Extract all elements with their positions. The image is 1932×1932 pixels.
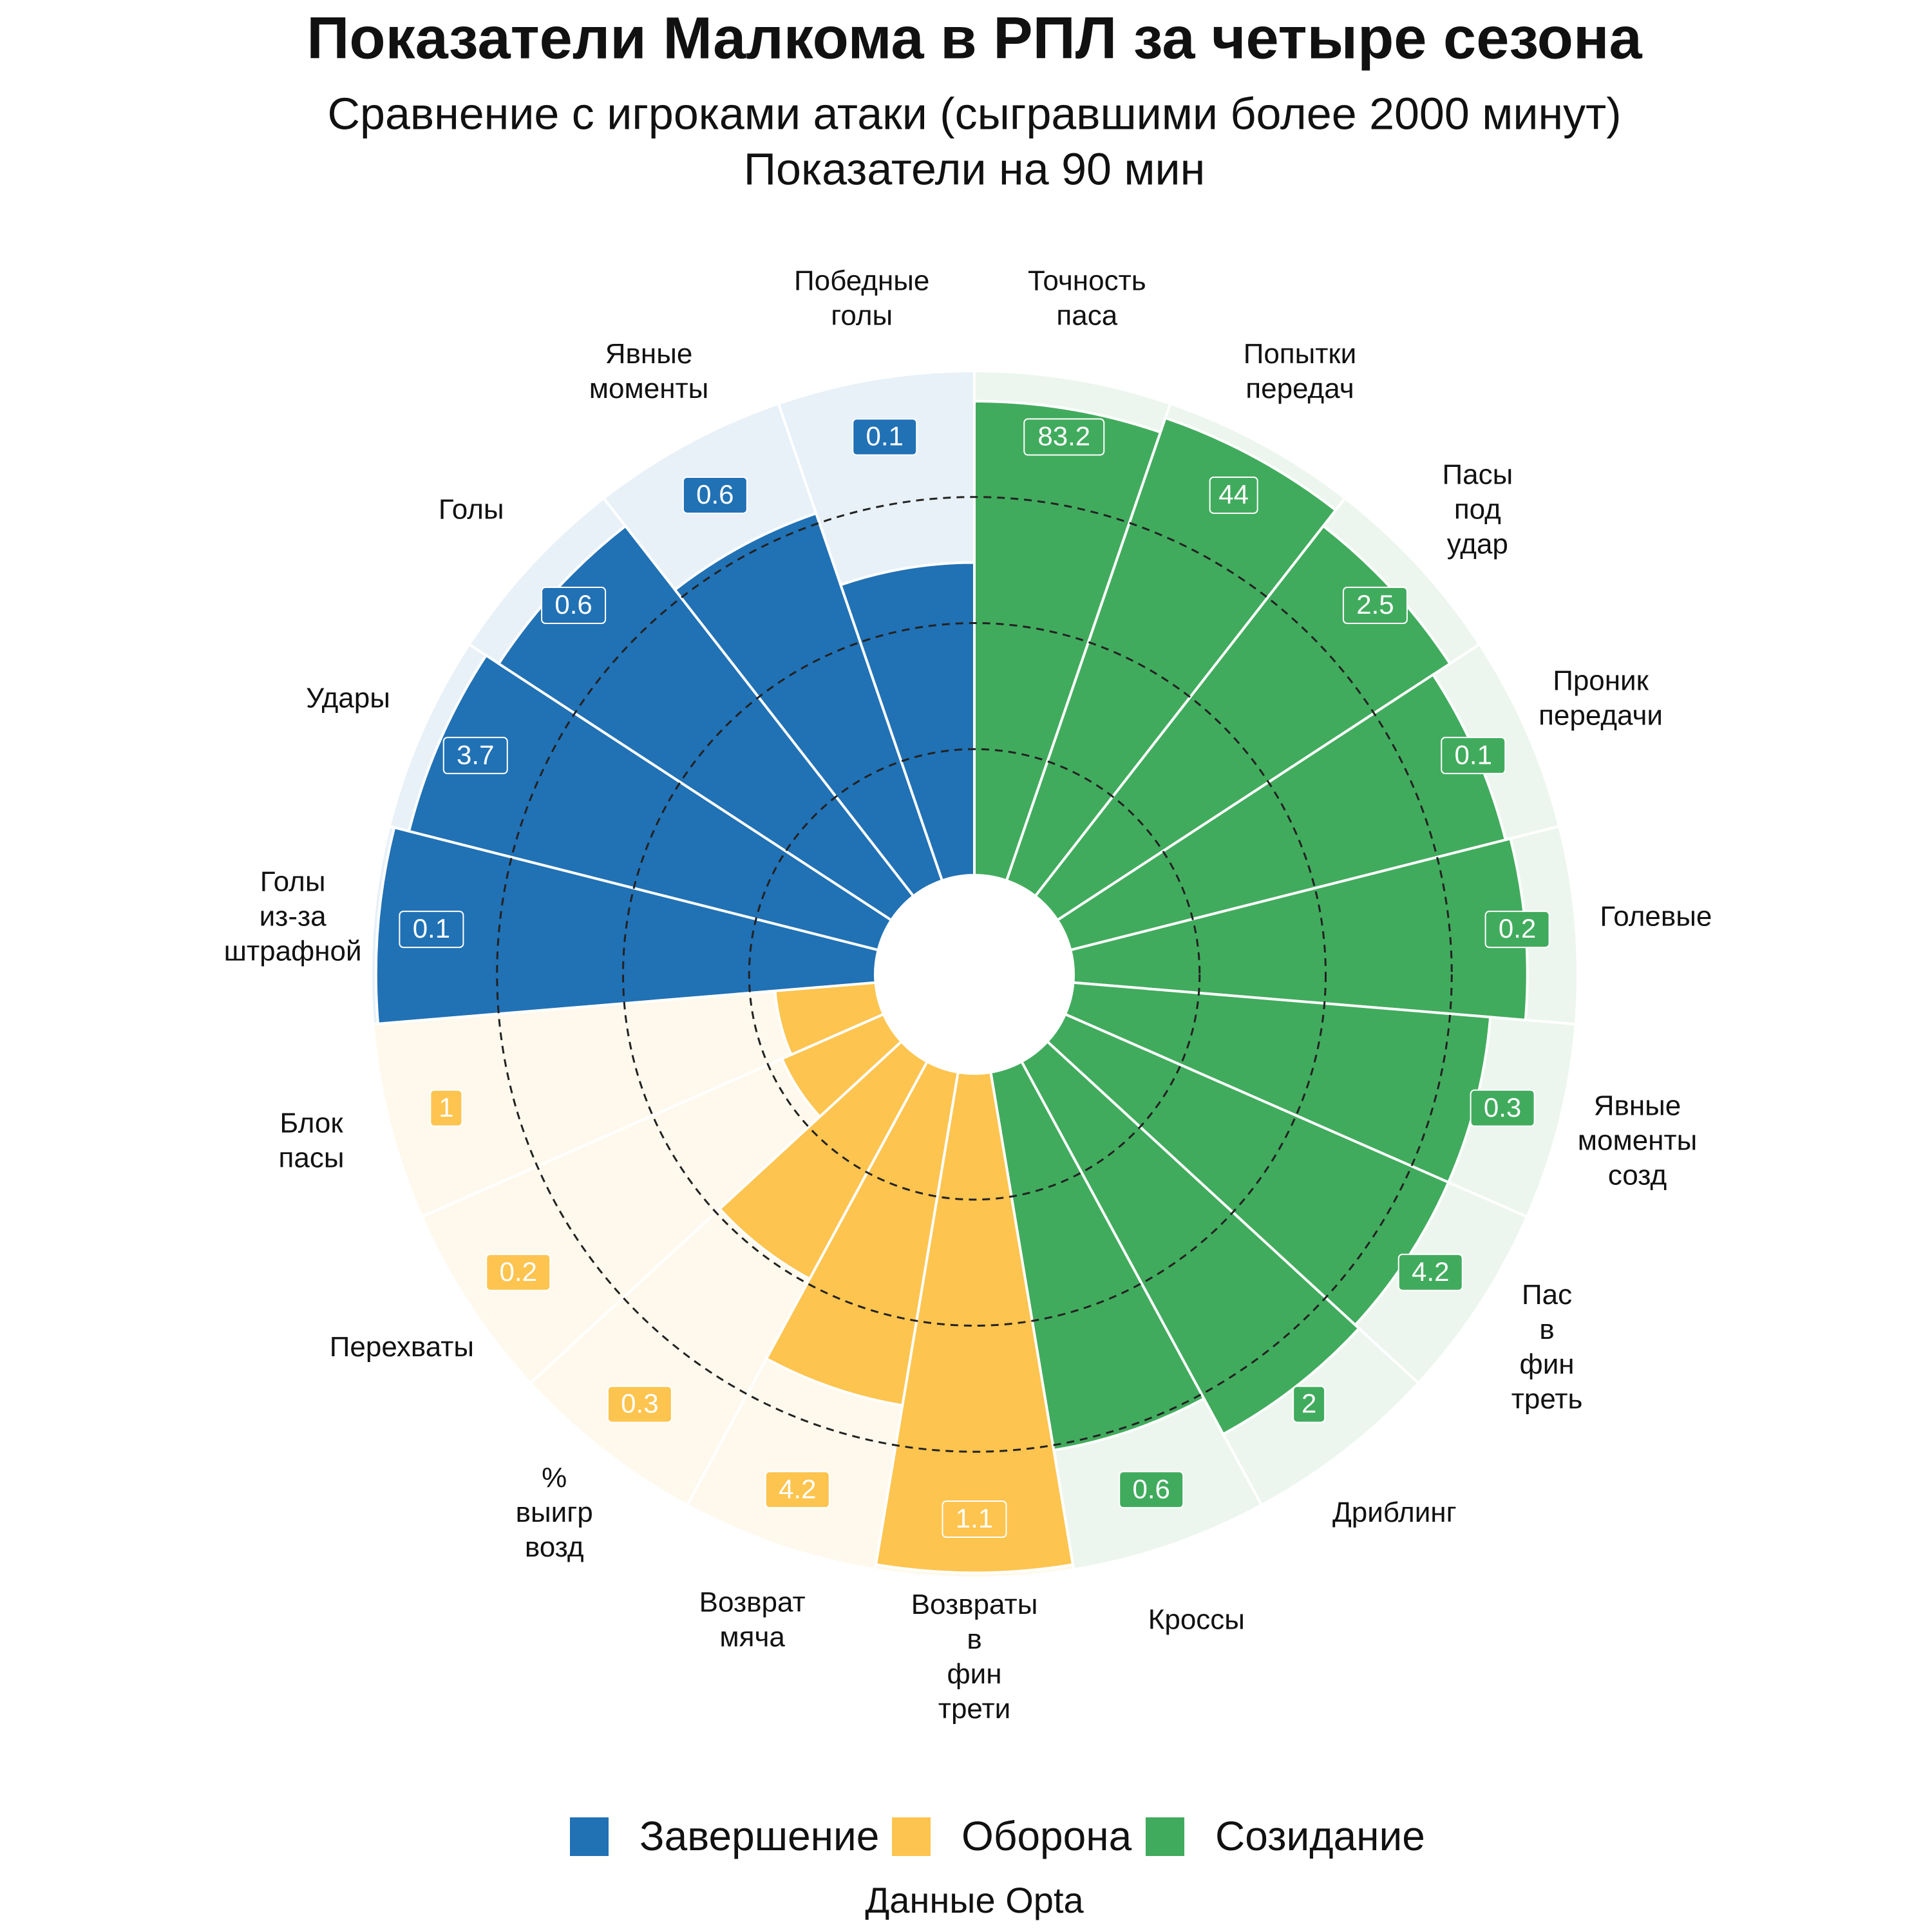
bar: [407, 653, 893, 952]
caption: Данные Opta: [865, 1880, 1084, 1920]
category-label: Пас в фин треть: [1511, 1278, 1583, 1414]
legend-swatch: [1146, 1817, 1184, 1856]
value-label-box: [1441, 737, 1506, 775]
chart-title: Показатели Малкома в РПЛ за четыре сезон…: [307, 5, 1642, 71]
bar: [764, 1059, 960, 1407]
legend-swatch: [570, 1817, 609, 1856]
category-label: Явные моменты созд: [1578, 1090, 1698, 1191]
bar: [1005, 416, 1338, 898]
bar: [1045, 1012, 1450, 1327]
bar: [1056, 672, 1508, 952]
value-label: 0.1: [866, 421, 904, 451]
category-label: Возвраты в фин трети: [911, 1589, 1038, 1725]
legend-label: Оборона: [961, 1813, 1132, 1859]
category-label: Удары: [306, 682, 390, 714]
value-label: 1.1: [956, 1503, 993, 1533]
value-label-box: [541, 587, 607, 625]
value-label-box: [486, 1253, 551, 1291]
category-label: Дриблинг: [1332, 1497, 1457, 1528]
value-label-box: [1484, 911, 1550, 949]
bar: [673, 511, 944, 898]
value-label-box: [1119, 1471, 1184, 1509]
category-label: Проник передачи: [1539, 665, 1663, 731]
grid-circle: [622, 622, 1327, 1327]
value-label-box: [852, 418, 918, 456]
category-label: Победные голы: [794, 265, 929, 331]
bar: [1063, 981, 1492, 1184]
category-label: Пасы под удар: [1442, 459, 1513, 560]
value-label: 44: [1218, 479, 1249, 509]
category-label: Перехваты: [330, 1331, 474, 1362]
value-label: 4.2: [1412, 1256, 1449, 1287]
category-label: Голы: [439, 493, 504, 525]
value-label-box: [764, 1471, 830, 1509]
value-label-box: [1023, 418, 1105, 456]
value-label-box: [1470, 1089, 1535, 1127]
value-label: 0.3: [1484, 1092, 1521, 1122]
bar: [497, 524, 916, 922]
value-label: 0.2: [1499, 913, 1536, 943]
category-label: Голевые: [1600, 900, 1712, 932]
category-label: Точность паса: [1028, 265, 1146, 331]
value-label: 2: [1302, 1388, 1316, 1419]
value-label-box: [442, 737, 508, 775]
value-label: 4.2: [779, 1473, 816, 1504]
bar: [838, 561, 976, 882]
value-label-box: [430, 1089, 463, 1127]
bar: [1019, 1039, 1361, 1436]
bar: [1068, 837, 1529, 1022]
chart-subtitle: Показатели на 90 мин: [744, 144, 1206, 194]
category-label: Блок пасы: [279, 1107, 345, 1173]
grid-circle: [496, 496, 1453, 1453]
bar: [717, 1039, 929, 1281]
value-label: 0.3: [621, 1388, 658, 1419]
bar: [973, 399, 1162, 882]
legend-swatch: [892, 1817, 931, 1856]
value-label-box: [1397, 1253, 1463, 1291]
value-label: 0.6: [696, 479, 734, 509]
chart-subtitle: Сравнение с игроками атаки (сыгравшими б…: [327, 88, 1621, 138]
value-label: 83.2: [1037, 421, 1090, 451]
value-label: 0.1: [413, 913, 450, 943]
category-label: Попытки передач: [1244, 338, 1357, 404]
value-label: 0.6: [554, 589, 592, 620]
value-label-box: [607, 1385, 672, 1423]
value-label-box: [1342, 587, 1408, 625]
bar: [874, 1070, 1075, 1575]
value-label-box: [399, 911, 464, 949]
value-label: 0.2: [500, 1256, 537, 1287]
legend-label: Созидание: [1215, 1813, 1425, 1859]
value-label: 0.6: [1133, 1473, 1170, 1504]
category-label: Явные моменты: [589, 338, 709, 404]
category-label: % выигр возд: [516, 1462, 593, 1563]
value-label-box: [682, 476, 748, 514]
value-label: 1: [439, 1092, 453, 1122]
value-label: 3.7: [457, 739, 494, 770]
value-label: 2.5: [1356, 589, 1394, 620]
category-label: Голы из-за штрафной: [224, 866, 362, 967]
category-label: Возврат мяча: [699, 1586, 806, 1653]
value-label-box: [942, 1501, 1007, 1538]
grid-circle: [748, 748, 1201, 1201]
bar: [989, 1059, 1206, 1452]
grid-layer: [496, 496, 1453, 1453]
bar: [780, 1012, 904, 1119]
value-label: 0.1: [1455, 739, 1492, 770]
legend-label: Завершение: [639, 1813, 879, 1859]
value-label-box: [1209, 476, 1258, 514]
value-label-box: [1293, 1385, 1326, 1423]
category-label: Кроссы: [1148, 1604, 1245, 1635]
label-layer: 83.2 Точность паса 44 Попытки передач 2.5 Пасы п…: [224, 265, 1712, 1725]
